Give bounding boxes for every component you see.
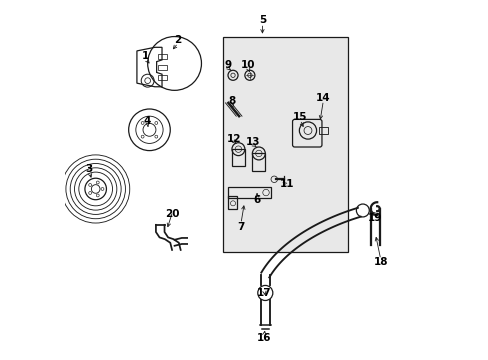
Text: 19: 19 [367,213,382,222]
Bar [158,54,167,59]
Bar [228,196,237,209]
Bar [228,187,271,198]
Bar [231,149,244,166]
Text: 9: 9 [224,60,231,70]
Text: 7: 7 [237,222,244,231]
Text: 12: 12 [226,134,241,144]
Bar [252,153,265,171]
Bar [158,75,167,80]
Text: 5: 5 [258,15,265,26]
Bar [318,127,327,134]
Text: 1: 1 [142,51,149,61]
Text: 6: 6 [253,195,260,205]
Bar [223,37,348,252]
Text: 17: 17 [256,288,271,298]
Bar [158,64,167,69]
Text: 4: 4 [143,116,151,126]
Text: 14: 14 [315,93,330,103]
Text: 8: 8 [228,96,235,106]
Text: 10: 10 [241,60,255,70]
Text: 18: 18 [373,257,387,267]
Text: 2: 2 [174,35,182,45]
Text: 11: 11 [280,179,294,189]
Text: 13: 13 [246,138,260,147]
Text: 15: 15 [292,112,306,122]
Text: 3: 3 [85,164,92,174]
Text: 16: 16 [257,333,271,343]
Text: 20: 20 [165,209,180,219]
